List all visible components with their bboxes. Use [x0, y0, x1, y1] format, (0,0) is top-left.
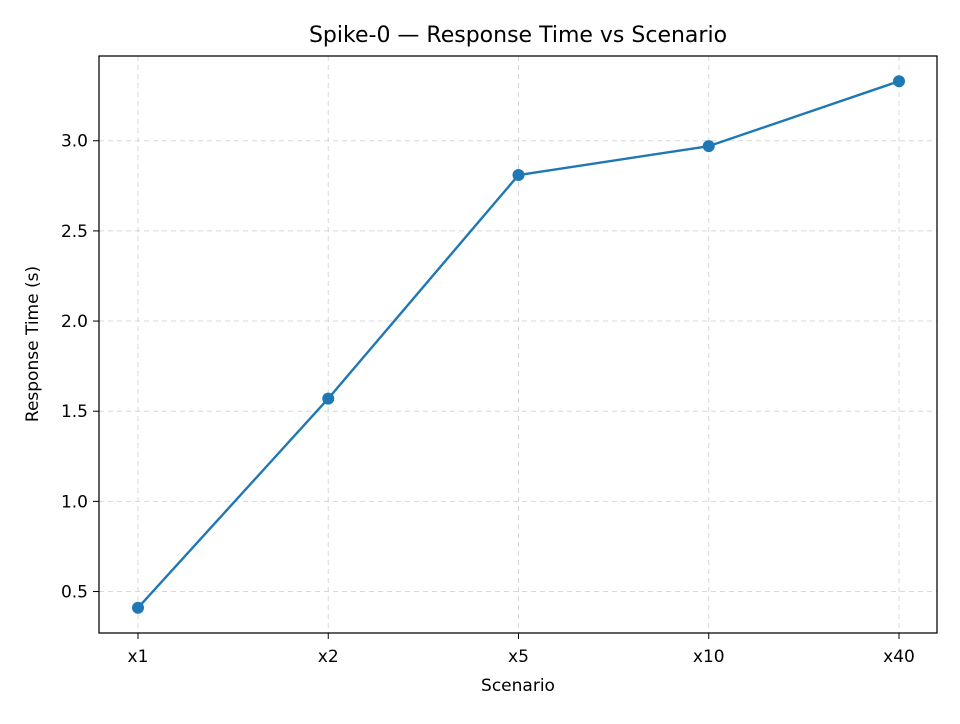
- grid-layer: [99, 56, 937, 633]
- x-axis-label: Scenario: [481, 676, 555, 696]
- data-point: [512, 169, 525, 182]
- x-tick-label: x2: [318, 647, 339, 667]
- x-tick-label: x5: [508, 647, 529, 667]
- data-point: [893, 75, 905, 88]
- x-tick-label: x40: [883, 647, 915, 667]
- data-point: [132, 601, 144, 614]
- x-tick-label: x1: [128, 647, 149, 667]
- y-tick-label: 2.5: [61, 222, 88, 242]
- y-axis-label: Response Time (s): [23, 266, 43, 422]
- y-tick-label: 3.0: [61, 132, 88, 152]
- y-tick-label: 1.0: [61, 492, 88, 512]
- x-tick-label: x10: [693, 647, 725, 667]
- y-tick-label: 0.5: [61, 583, 88, 603]
- data-point: [702, 140, 715, 153]
- data-point: [322, 392, 335, 405]
- data-layer: [132, 75, 905, 614]
- axis-layer: x1 x2 x5 x10 x40 0.5 1.0 1.5 2.0 2.5 3.0: [61, 132, 915, 667]
- y-tick-label: 1.5: [61, 402, 88, 422]
- y-tick-label: 2.0: [61, 312, 88, 332]
- chart-title: Spike-0 — Response Time vs Scenario: [309, 23, 727, 48]
